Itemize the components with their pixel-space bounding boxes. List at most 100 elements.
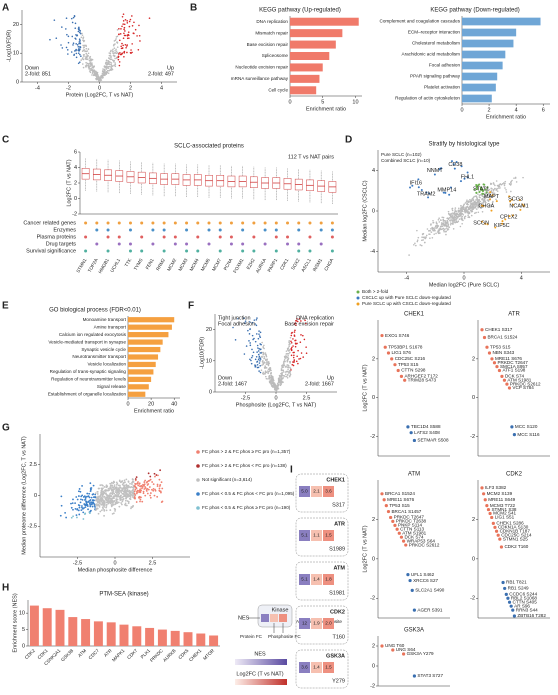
point — [94, 496, 97, 499]
point — [93, 503, 96, 505]
point — [504, 187, 506, 189]
point — [428, 192, 431, 195]
point — [470, 200, 473, 203]
point — [450, 213, 453, 215]
point — [406, 425, 410, 429]
point — [107, 65, 110, 68]
point — [244, 322, 246, 324]
bar — [462, 39, 514, 48]
bar — [128, 391, 146, 397]
point — [129, 498, 132, 501]
category-label: MAPK1 — [111, 648, 126, 663]
point — [490, 209, 493, 212]
point — [258, 333, 260, 335]
point — [77, 49, 79, 51]
point — [83, 40, 86, 42]
point — [263, 344, 265, 347]
matrix-dot — [286, 221, 290, 225]
point — [121, 500, 124, 503]
point — [293, 323, 296, 325]
point — [71, 35, 74, 38]
y-tick-label: 10 — [206, 358, 212, 364]
point — [286, 376, 289, 379]
point — [510, 425, 514, 429]
point — [133, 496, 136, 498]
point — [459, 212, 461, 215]
point — [60, 504, 63, 507]
legend-marker — [356, 290, 360, 294]
point — [504, 180, 507, 183]
point — [94, 503, 97, 506]
legend-label: FC phos < 0.5 & FC phos < FC pro (n=1,09… — [202, 491, 295, 496]
point — [129, 486, 132, 489]
value-text: 1.9 — [313, 621, 320, 626]
point — [146, 488, 149, 490]
site-label: STAT3 S727 — [417, 673, 443, 678]
site-label: UNG T60 — [385, 643, 405, 648]
point — [285, 375, 288, 378]
point — [126, 37, 129, 40]
point — [396, 368, 400, 373]
point — [300, 334, 302, 336]
bar — [170, 630, 180, 646]
point — [89, 71, 92, 74]
point — [259, 331, 262, 334]
point — [243, 353, 246, 355]
category-label: CHEK1 — [188, 648, 203, 663]
matrix-dot — [319, 228, 323, 232]
matrix-dot — [117, 221, 121, 225]
value-text: 2.0 — [325, 621, 332, 626]
point — [125, 504, 128, 507]
y-axis-label: Median proteome difference (Log2FC, T vs… — [21, 436, 27, 555]
category-label: Monoamine transport — [83, 317, 127, 322]
value-square — [323, 662, 334, 673]
point — [126, 45, 128, 47]
point — [80, 55, 82, 58]
matrix-dot — [297, 242, 301, 246]
point — [65, 46, 68, 49]
count-label: 2-fold: 1467 — [218, 381, 247, 387]
point — [430, 231, 433, 233]
point — [295, 343, 297, 345]
bar — [196, 633, 206, 646]
point — [75, 34, 77, 36]
point — [443, 219, 445, 222]
point — [135, 492, 138, 495]
point — [161, 500, 164, 503]
point — [455, 210, 458, 213]
matrix-dot — [286, 235, 290, 239]
matrix-dot — [151, 221, 155, 225]
matrix-dot — [84, 221, 88, 225]
bar — [290, 63, 323, 72]
point — [78, 488, 81, 490]
category-label: ATR — [103, 648, 113, 658]
point — [432, 219, 434, 222]
point — [264, 370, 267, 372]
category-label: Complement and coagulation cascades — [380, 19, 461, 24]
point — [285, 365, 287, 368]
point — [464, 207, 466, 210]
point — [261, 341, 263, 344]
point — [302, 334, 304, 337]
bar — [128, 339, 163, 345]
bar — [462, 94, 492, 103]
point — [454, 221, 456, 224]
point — [465, 210, 468, 213]
point — [251, 321, 254, 324]
point — [293, 359, 296, 361]
site-text: S1981 — [329, 590, 345, 596]
point — [118, 491, 121, 494]
point — [499, 545, 504, 549]
point — [485, 504, 489, 508]
y-tick-label: 0 — [16, 79, 19, 85]
point — [432, 221, 435, 224]
site-label: PRKDC S2612 — [510, 381, 541, 386]
point — [265, 367, 268, 369]
point — [380, 333, 384, 338]
point — [476, 188, 479, 191]
y-tick-label: -4 — [370, 249, 375, 255]
point — [254, 365, 257, 367]
point — [83, 55, 85, 58]
term-label: DNA replication — [296, 315, 334, 321]
point — [508, 195, 511, 198]
